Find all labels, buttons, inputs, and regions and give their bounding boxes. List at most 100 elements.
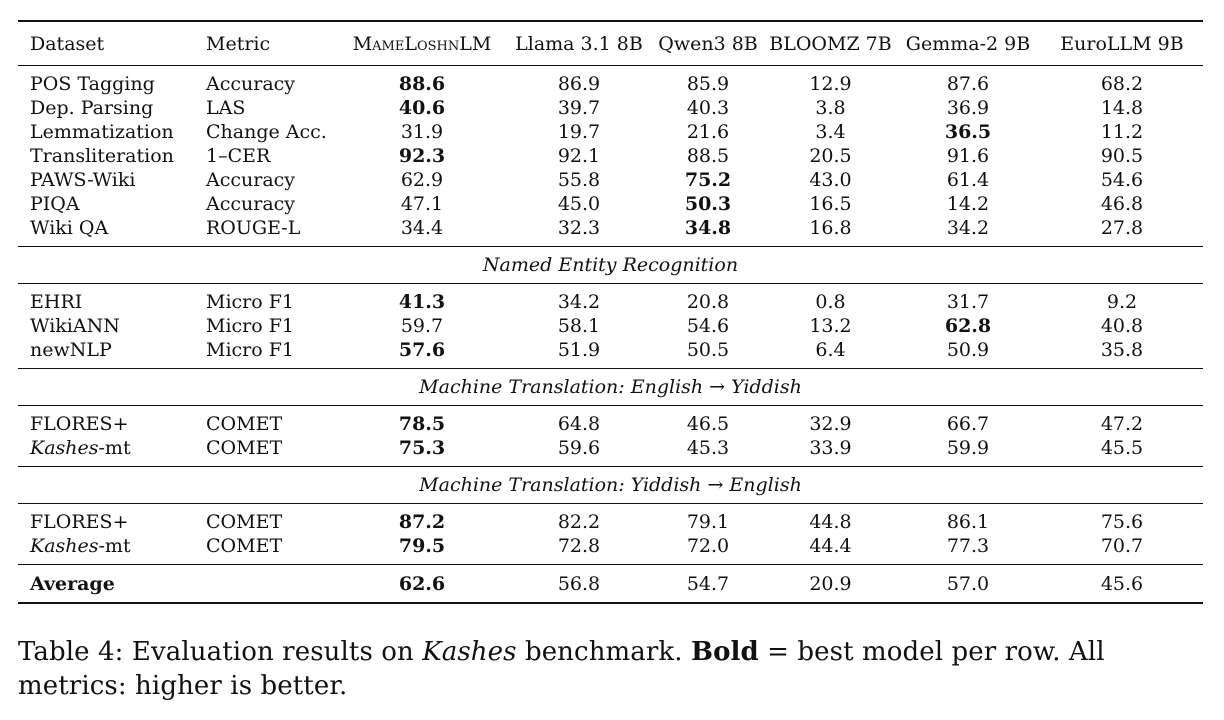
- value-cell: 82.2: [508, 503, 650, 534]
- value-cell: 55.8: [557, 169, 601, 191]
- value-cell: 16.8: [809, 217, 852, 239]
- dataset-name: -mt: [98, 437, 131, 459]
- dataset-name: WikiANN: [30, 315, 120, 337]
- caption-text-1: Evaluation results on: [131, 637, 414, 667]
- caption-benchmark-name: Kashes: [422, 637, 517, 667]
- value-cell: 34.8: [684, 217, 732, 239]
- value-cell: 39.7: [557, 97, 601, 119]
- value-cell: 27.8: [1100, 217, 1144, 239]
- header-dataset: Dataset: [18, 20, 194, 66]
- header-row: Dataset Metric MameLoshnLM Llama 3.1 8B …: [18, 20, 1203, 66]
- dataset-cell: newNLP: [18, 338, 194, 369]
- metric-cell: Micro F1: [206, 339, 295, 361]
- value-cell: 75.2: [684, 169, 732, 191]
- dataset-cell: POS Tagging: [18, 65, 194, 96]
- value-cell: 47.2: [1041, 405, 1203, 436]
- value-cell: 43.0: [809, 169, 852, 191]
- table-row: Transliteration 1–CER 92.3 92.1 88.5 20.5 91.6…: [18, 144, 1203, 168]
- metric-cell: COMET: [206, 437, 283, 459]
- caption-bold-word: Bold: [691, 637, 759, 667]
- section-title: Machine Translation: English → Yiddish: [18, 368, 1203, 406]
- value-cell: 6.4: [815, 339, 846, 361]
- metric-cell: Accuracy: [206, 169, 296, 191]
- table-row: newNLP Micro F1 57.6 51.9 50.5 6.4 50.9 35.8: [18, 338, 1203, 369]
- value-cell: 75.3: [398, 437, 446, 459]
- section-header-row: Machine Translation: English → Yiddish: [18, 368, 1203, 406]
- header-metric: Metric: [194, 20, 336, 66]
- value-cell: 51.9: [557, 339, 601, 361]
- value-cell: 79.5: [398, 535, 446, 557]
- value-cell: 62.8: [944, 315, 992, 337]
- value-cell: 50.9: [946, 339, 990, 361]
- value-cell: 59.6: [557, 437, 601, 459]
- value-cell: 50.5: [686, 339, 730, 361]
- value-cell: 64.8: [508, 405, 650, 436]
- value-cell: 86.1: [895, 503, 1041, 534]
- average-value-cell: 62.6: [336, 564, 508, 604]
- header-qwen: Qwen3 8B: [650, 20, 766, 66]
- value-cell: 14.2: [946, 193, 990, 215]
- dataset-cell: FLORES+: [18, 503, 194, 534]
- metric-cell: Micro F1: [194, 283, 336, 314]
- value-cell: 9.2: [1041, 283, 1203, 314]
- header-mameloshnlm: MameLoshnLM: [336, 20, 508, 66]
- dataset-cell: WikiANN: [18, 314, 194, 338]
- header-gemma: Gemma-2 9B: [895, 20, 1041, 66]
- average-value-cell: 57.0: [895, 564, 1041, 604]
- dataset-name: FLORES+: [30, 413, 129, 435]
- table-row: WikiANN Micro F1 59.7 58.1 54.6 13.2 62.8 40.8: [18, 314, 1203, 338]
- table-row: Dep. Parsing LAS 40.6 39.7 40.3 3.8 36.9 14.8: [18, 96, 1203, 120]
- dataset-cell: Wiki QA: [18, 216, 194, 247]
- value-cell: 20.5: [809, 145, 852, 167]
- dataset-name: newNLP: [30, 339, 112, 361]
- value-cell: 21.6: [686, 121, 730, 143]
- table-row: EHRI Micro F1 41.3 34.2 20.8 0.8 31.7 9.2: [18, 283, 1203, 314]
- value-cell: 46.8: [1100, 193, 1144, 215]
- metric-cell: 1–CER: [206, 145, 271, 167]
- value-cell: 57.6: [398, 339, 446, 361]
- value-cell: 66.7: [895, 405, 1041, 436]
- dataset-cell: PAWS-Wiki: [18, 168, 194, 192]
- dataset-cell: EHRI: [18, 283, 194, 314]
- header-eurollm: EuroLLM 9B: [1041, 20, 1203, 66]
- value-cell: 61.4: [946, 169, 990, 191]
- value-cell: 12.9: [766, 65, 895, 96]
- caption-text-3: = best model per row. All metrics: highe…: [18, 637, 1105, 701]
- average-row: Average 62.6 56.8 54.7 20.9 57.0 45.6: [18, 564, 1203, 604]
- value-cell: 40.8: [1100, 315, 1144, 337]
- caption-label: Table 4:: [18, 637, 124, 667]
- metric-cell: LAS: [206, 97, 246, 119]
- value-cell: 88.6: [336, 65, 508, 96]
- dataset-name: -mt: [98, 535, 131, 557]
- value-cell: 86.9: [508, 65, 650, 96]
- dataset-cell: Lemmatization: [18, 120, 194, 144]
- dataset-name-italic: Kashes: [30, 437, 99, 459]
- value-cell: 58.1: [557, 315, 601, 337]
- table-row: POS Tagging Accuracy 88.6 86.9 85.9 12.9 87.6 6…: [18, 65, 1203, 96]
- dataset-name: POS Tagging: [30, 73, 155, 95]
- value-cell: 62.9: [400, 169, 444, 191]
- value-cell: 45.3: [686, 437, 730, 459]
- average-label: Average: [18, 564, 194, 604]
- header-bloomz: BLOOMZ 7B: [766, 20, 895, 66]
- table-row: FLORES+ COMET 87.2 82.2 79.1 44.8 86.1 75.6: [18, 503, 1203, 534]
- value-cell: 34.4: [400, 217, 444, 239]
- table-row: Wiki QA ROUGE-L 34.4 32.3 34.8 16.8 34.2 27.8: [18, 216, 1203, 247]
- value-cell: 34.2: [508, 283, 650, 314]
- value-cell: 54.6: [1100, 169, 1144, 191]
- value-cell: 41.3: [336, 283, 508, 314]
- metric-cell: Change Acc.: [206, 121, 327, 143]
- value-cell: 47.1: [400, 193, 444, 215]
- dataset-cell: Kashes-mt: [18, 436, 194, 467]
- table-row: Kashes-mt COMET 75.3 59.6 45.3 33.9 59.9 45.5: [18, 436, 1203, 467]
- section-title: Named Entity Recognition: [18, 246, 1203, 284]
- value-cell: 33.9: [809, 437, 852, 459]
- value-cell: 35.8: [1100, 339, 1144, 361]
- average-value-cell: 54.7: [650, 564, 766, 604]
- value-cell: 36.9: [946, 97, 990, 119]
- metric-cell: ROUGE-L: [206, 217, 301, 239]
- section-title: Machine Translation: Yiddish → English: [18, 466, 1203, 504]
- dataset-name: FLORES+: [30, 511, 129, 533]
- average-value-cell: 56.8: [508, 564, 650, 604]
- value-cell: 59.9: [946, 437, 990, 459]
